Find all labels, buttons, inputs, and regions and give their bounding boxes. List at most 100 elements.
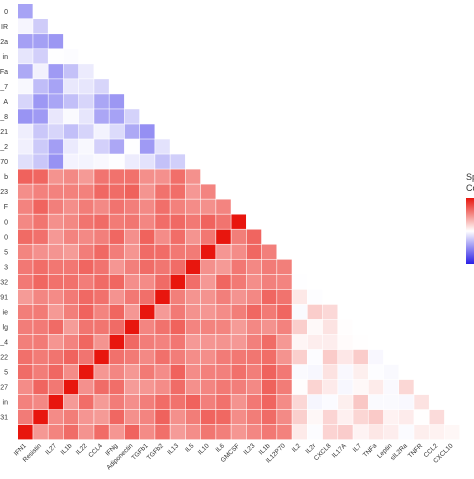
heatmap-cell: [139, 169, 155, 184]
heatmap-cell: [63, 379, 79, 395]
heatmap-cell: [368, 379, 384, 395]
heatmap-cell: [78, 349, 94, 365]
heatmap-cell: [155, 274, 170, 290]
heatmap-cell: [33, 229, 48, 244]
heatmap-cell: [33, 364, 48, 380]
heatmap-cell: [33, 19, 48, 34]
heatmap-cell: [216, 199, 231, 214]
heatmap-cell: [48, 169, 64, 184]
heatmap-cell: [399, 394, 414, 410]
heatmap-cell: [94, 214, 109, 229]
heatmap-cell: [200, 289, 216, 305]
heatmap-cell: [18, 49, 33, 64]
heatmap-cell: [33, 394, 48, 410]
heatmap-cell: [200, 409, 216, 425]
heatmap-cell: [292, 319, 307, 335]
heatmap-cell: [109, 169, 125, 184]
heatmap-cell: [78, 409, 94, 425]
heatmap-cell: [139, 124, 155, 139]
heatmap-cell: [124, 364, 140, 380]
heatmap-cell: [94, 229, 109, 244]
heatmap-cell: [109, 379, 125, 395]
heatmap-cell: [231, 394, 247, 410]
heatmap-cell: [216, 214, 231, 229]
heatmap-cell: [48, 49, 64, 64]
heatmap-cell: [322, 424, 338, 440]
heatmap-cell: [94, 139, 109, 154]
heatmap-cell: [414, 409, 429, 425]
y-tick-label: ie: [3, 309, 9, 316]
heatmap-cell: [231, 259, 247, 275]
heatmap-cell: [200, 184, 216, 199]
y-tick-label: 5: [4, 249, 8, 256]
heatmap-cell: [200, 304, 216, 320]
heatmap-cell: [18, 409, 33, 425]
heatmap-cell: [139, 304, 155, 320]
heatmap-cell: [307, 379, 323, 395]
x-tick-label: IL7: [352, 442, 364, 454]
heatmap-cell: [246, 334, 262, 350]
heatmap-cell: [155, 424, 170, 440]
heatmap-cell: [94, 274, 109, 290]
heatmap-cell: [399, 424, 414, 440]
heatmap-cell: [94, 364, 109, 380]
y-tick-label: 32: [0, 279, 8, 286]
heatmap-cell: [63, 304, 79, 320]
heatmap-cell: [139, 319, 155, 335]
heatmap-cell: [185, 424, 201, 440]
heatmap-cell: [231, 379, 247, 395]
heatmap-cell: [322, 334, 338, 350]
heatmap-cell: [63, 319, 79, 335]
heatmap-cell: [322, 319, 338, 335]
heatmap-cell: [155, 334, 170, 350]
heatmap-cell: [185, 169, 201, 184]
heatmap-cell: [231, 229, 247, 244]
heatmap-cell: [94, 334, 109, 350]
heatmap-cell: [231, 334, 247, 350]
heatmap-cell: [94, 124, 109, 139]
heatmap-cell: [200, 244, 216, 259]
x-tick-label: IL1b: [60, 442, 74, 456]
x-tick-label: TNFR: [407, 442, 424, 459]
heatmap-cell: [78, 379, 94, 395]
heatmap-cell: [63, 124, 79, 139]
heatmap-cell: [78, 214, 94, 229]
heatmap-cell: [109, 304, 125, 320]
heatmap-cell: [292, 409, 307, 425]
heatmap-cell: [94, 379, 109, 395]
heatmap-cell: [78, 229, 94, 244]
y-tick-label: A: [3, 99, 8, 106]
heatmap-cell: [155, 139, 170, 154]
heatmap-cell: [94, 199, 109, 214]
heatmap-cell: [338, 394, 353, 410]
heatmap-cell: [155, 229, 170, 244]
heatmap-cell: [246, 349, 262, 365]
heatmap-cell: [383, 364, 399, 380]
heatmap-cell: [200, 199, 216, 214]
heatmap-cell: [124, 229, 140, 244]
x-tick-label: TNFa: [362, 442, 379, 459]
heatmap-cell: [277, 289, 292, 305]
heatmap-cell: [33, 169, 48, 184]
heatmap-cell: [63, 229, 79, 244]
heatmap-cell: [170, 364, 186, 380]
heatmap-cell: [292, 274, 307, 290]
heatmap-cell: [63, 214, 79, 229]
x-tick-label: IL2: [291, 442, 303, 454]
heatmap-cell: [170, 334, 186, 350]
y-tick-label: 91: [0, 294, 8, 301]
heatmap-cell: [109, 274, 125, 290]
heatmap-cell: [18, 124, 33, 139]
heatmap-cell: [170, 289, 186, 305]
heatmap-cell: [155, 364, 170, 380]
heatmap-cell: [63, 274, 79, 290]
heatmap-cell: [48, 259, 64, 275]
heatmap-cell: [48, 274, 64, 290]
heatmap-cell: [185, 334, 201, 350]
heatmap-cell: [18, 379, 33, 395]
heatmap-cell: [48, 364, 64, 380]
heatmap-cell: [216, 229, 231, 244]
heatmap-cell: [200, 424, 216, 440]
heatmap-cell: [399, 379, 414, 395]
heatmap-cell: [109, 394, 125, 410]
